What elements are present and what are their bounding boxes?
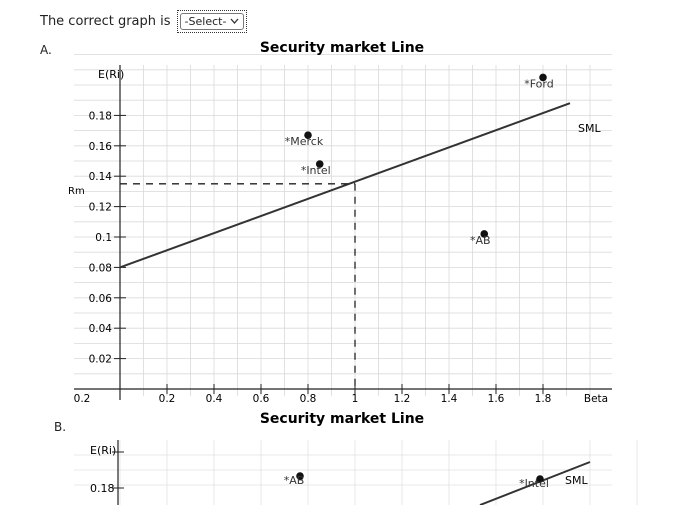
y-tick-label: 0.08 (89, 262, 112, 274)
x-tick-label: 0.6 (253, 393, 270, 405)
x-tick-label: 0.2 (159, 393, 176, 405)
chevron-down-icon (230, 18, 239, 24)
x-tick-label: Beta (584, 393, 608, 405)
point-ford (539, 73, 547, 82)
answer-select[interactable]: -Select- (179, 13, 245, 30)
chart-a-marks: *Merck *Intel *AB *Ford (74, 65, 612, 400)
y-tick-label: 0.18 (89, 110, 112, 122)
chart-a-title: Security market Line (260, 40, 424, 56)
y-tick-label: 0.12 (89, 202, 112, 214)
option-b-label: B. (54, 420, 67, 434)
answer-select-value: -Select- (184, 15, 227, 28)
y-tick-label: 0.06 (89, 293, 113, 305)
question-text: The correct graph is (40, 14, 171, 29)
point-ab (480, 230, 489, 238)
question-row: The correct graph is -Select- (40, 10, 248, 33)
point-label-intel: *Intel (301, 164, 331, 177)
chart-a-sml-label: SML (578, 122, 601, 135)
y-tick-label: 0.1 (95, 232, 112, 244)
y-tick-label: 0.04 (89, 323, 113, 335)
x-tick-label: 0.4 (206, 393, 223, 405)
y-tick-label: 0.16 (89, 141, 113, 153)
x-tick-label: 1.8 (535, 393, 552, 405)
x-tick-label: 0.2 (74, 393, 91, 405)
point-merck (304, 131, 312, 139)
answer-select-wrapper[interactable]: -Select- (176, 10, 248, 33)
option-a-label: A. (40, 43, 52, 57)
y-tick-label: 0.14 (89, 171, 113, 183)
x-tick-label: 1.4 (441, 393, 458, 405)
chart-a-market-label: Rm (68, 186, 85, 197)
chart-a-grid (74, 54, 612, 396)
y-tick-label: 0.02 (89, 354, 112, 366)
x-tick-label: 1.2 (394, 393, 411, 405)
sml-line (119, 102, 571, 269)
x-tick-label: 1.6 (488, 393, 505, 405)
chart-a-x-ticks: 0.2 0.2 0.4 0.6 0.8 1 1.2 1.4 1.6 1.8 Beta (74, 384, 608, 405)
x-tick-label: 1 (352, 393, 359, 405)
point-intel (315, 160, 324, 168)
x-tick-label: 0.8 (300, 393, 317, 405)
point-label-ab: *AB (470, 234, 491, 247)
point-label-ford: *Ford (524, 77, 553, 90)
chart-a-ylabel: E(Ri) (98, 68, 124, 81)
point-label-merck: *Merck (285, 135, 324, 148)
